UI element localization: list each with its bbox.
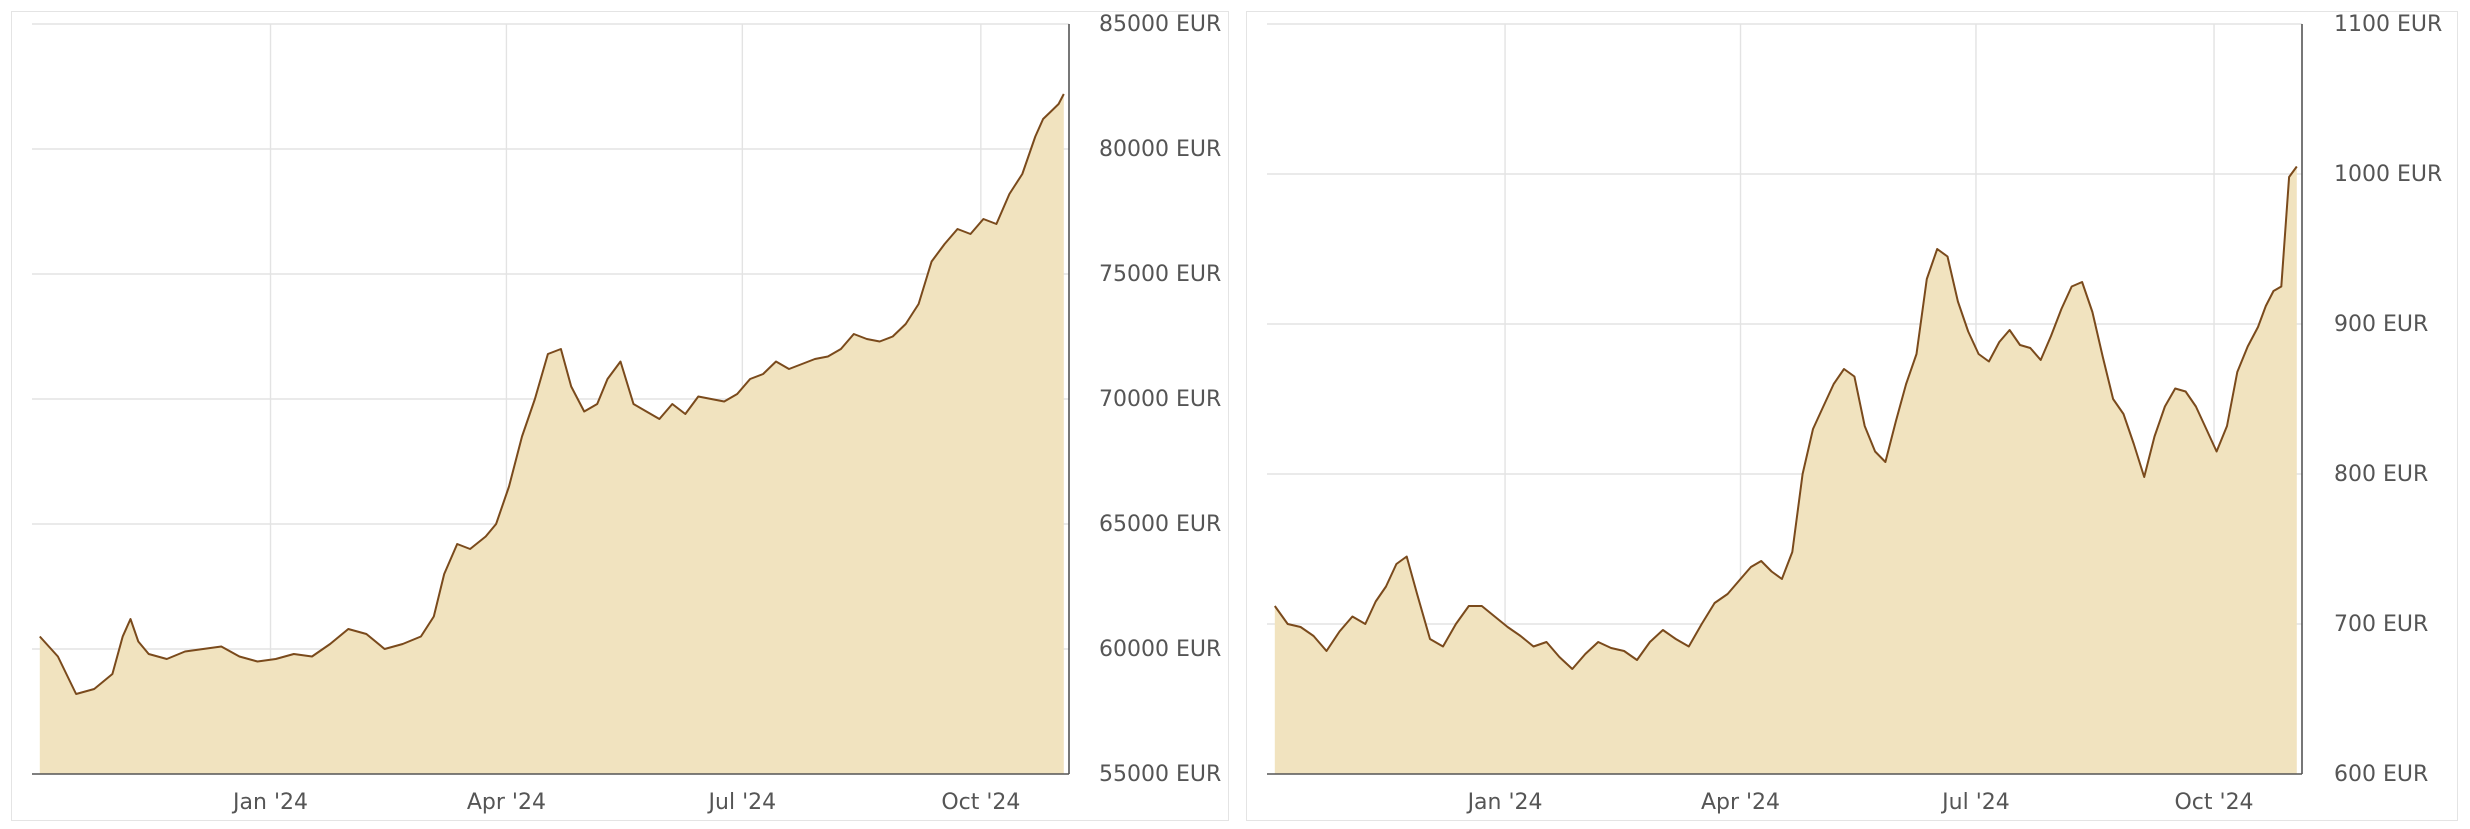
y-tick-label: 80000 EUR [1099, 137, 1221, 162]
chart-panel-left: 55000 EUR 60000 EUR 65000 EUR 70000 EUR 7500… [11, 11, 1229, 821]
x-tick-label: Apr '24 [1701, 790, 1780, 815]
y-tick-label: 55000 EUR [1099, 762, 1221, 787]
y-tick-label: 70000 EUR [1099, 387, 1221, 412]
series-line [1273, 165, 2298, 670]
x-tick-label: Jan '24 [1466, 790, 1543, 815]
y-tick-label: 75000 EUR [1099, 262, 1221, 287]
x-tick-label: Oct '24 [941, 790, 1020, 815]
x-tick-label: Jul '24 [707, 790, 777, 815]
x-tick-label: Jul '24 [1940, 790, 2010, 815]
y-tick-label: 1100 EUR [2334, 12, 2442, 37]
x-tick-label: Jan '24 [231, 790, 308, 815]
series-line [39, 93, 1065, 695]
price-chart-left: 55000 EUR 60000 EUR 65000 EUR 70000 EUR 7500… [32, 12, 1221, 815]
y-tick-label: 900 EUR [2334, 312, 2428, 337]
chart-panel-right: 600 EUR 700 EUR 800 EUR 900 EUR 1000 EUR 1100… [1246, 11, 2458, 821]
series-area [39, 94, 1064, 774]
series-area [1274, 166, 2297, 774]
y-tick-label: 800 EUR [2334, 462, 2428, 487]
price-chart-right: 600 EUR 700 EUR 800 EUR 900 EUR 1000 EUR 1100… [1267, 12, 2442, 815]
y-tick-label: 60000 EUR [1099, 637, 1221, 662]
y-tick-label: 85000 EUR [1099, 12, 1221, 37]
y-tick-label: 700 EUR [2334, 612, 2428, 637]
x-tick-label: Oct '24 [2174, 790, 2253, 815]
y-tick-label: 65000 EUR [1099, 512, 1221, 537]
y-tick-label: 600 EUR [2334, 762, 2428, 787]
y-tick-label: 1000 EUR [2334, 162, 2442, 187]
x-tick-label: Apr '24 [467, 790, 546, 815]
